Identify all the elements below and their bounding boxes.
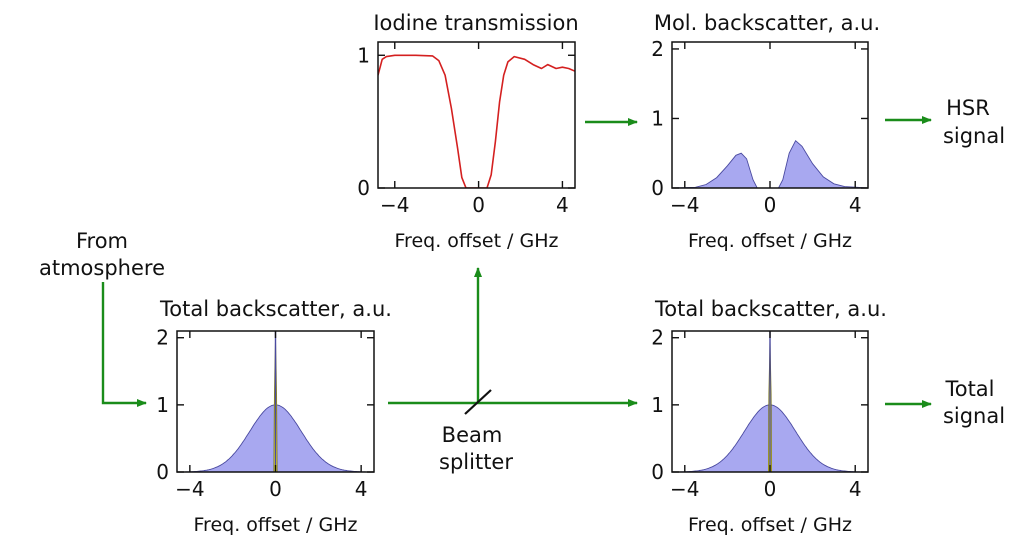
arrow-from-atmosphere [101,282,147,407]
x-tick-label: 0 [472,193,485,217]
y-tick-label: 2 [651,37,664,61]
x-tick-label: 0 [764,193,777,217]
label-splitter: splitter [439,450,513,474]
chart-title: Mol. backscatter, a.u. [654,11,880,35]
plot-area [672,331,868,472]
x-axis-label: Freq. offset / GHz [395,230,559,252]
y-tick-label: 1 [357,43,370,67]
label-total-signal: signal [943,404,1005,428]
beam-splitter-mark [464,389,492,415]
x-tick-label: 4 [355,477,368,501]
y-tick-label: 1 [651,106,664,130]
x-tick-label: 4 [849,477,862,501]
x-axis-label: Freq. offset / GHz [194,514,358,536]
x-axis-label: Freq. offset / GHz [688,514,852,536]
x-tick-label: 4 [849,193,862,217]
x-tick-label: −4 [670,477,699,501]
label-beam: Beam [442,423,503,447]
x-tick-label: −4 [380,193,409,217]
y-tick-label: 1 [651,393,664,417]
x-axis-label: Freq. offset / GHz [688,230,852,252]
y-tick-label: 0 [651,460,664,484]
y-tick-label: 0 [651,176,664,200]
y-tick-label: 0 [357,176,370,200]
plot-frame [377,41,576,189]
x-tick-label: −4 [670,193,699,217]
y-tick-label: 2 [651,326,664,350]
label-atmosphere: atmosphere [39,256,165,280]
plot-area [177,331,374,472]
flow-arrows [101,116,932,408]
x-tick-label: −4 [175,477,204,501]
plot-frame [671,41,869,189]
x-tick-label: 0 [269,477,282,501]
label-hsr-signal: signal [943,124,1005,148]
x-tick-label: 0 [764,477,777,501]
y-tick-label: 2 [156,326,169,350]
chart-title: Total backscatter, a.u. [654,297,887,321]
plot-area [378,54,575,188]
label-from: From [76,229,128,253]
series-iodine-line [378,54,575,188]
chart-title: Iodine transmission [373,11,578,35]
series-mol-area [672,139,868,188]
chart-title: Total backscatter, a.u. [159,297,392,321]
plot-area [672,139,868,188]
y-tick-label: 1 [156,393,169,417]
x-tick-label: 4 [556,193,569,217]
label-total: Total [944,377,994,401]
y-tick-label: 0 [156,460,169,484]
label-hsr: HSR [946,96,990,120]
